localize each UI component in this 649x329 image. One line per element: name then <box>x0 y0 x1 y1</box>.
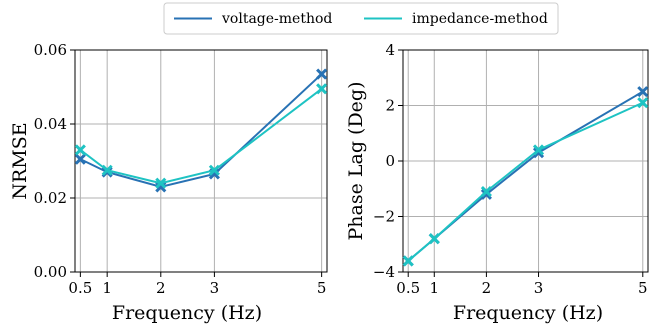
legend-label-impedance: impedance-method <box>412 11 548 27</box>
data-point-voltage-method <box>637 86 649 98</box>
y-tick-label: 0.06 <box>34 41 67 59</box>
plot-frame <box>74 49 328 273</box>
data-point-impedance-method <box>480 185 492 198</box>
data-point-voltage-method <box>480 188 492 200</box>
y-tick-label: 0.00 <box>34 263 67 281</box>
data-point-impedance-method <box>74 144 86 156</box>
x-tick-label: 1 <box>102 279 112 297</box>
data-point-voltage-method <box>316 68 328 80</box>
data-point-impedance-method <box>637 97 649 109</box>
nrmse-x-axis-label: Frequency (Hz) <box>112 302 262 324</box>
y-tick-label: 0.02 <box>34 189 67 207</box>
data-point-voltage-method <box>155 181 167 193</box>
series-line-impedance-method <box>79 88 323 185</box>
x-tick-label: 5 <box>638 279 648 297</box>
data-point-voltage-method <box>74 153 86 165</box>
x-tick-label: 2 <box>482 279 492 297</box>
x-tick-label: 3 <box>210 279 220 297</box>
data-point-voltage-method <box>532 147 545 159</box>
nrmse-y-axis-label: NRMSE <box>9 122 31 199</box>
series-line-voltage-method <box>407 90 644 262</box>
data-point-impedance-method <box>316 83 328 95</box>
x-tick-label: 0.5 <box>68 279 92 297</box>
y-tick-label: −2 <box>373 208 395 226</box>
legend: voltage-method impedance-method <box>163 2 559 35</box>
y-tick-label: 0.04 <box>34 115 67 133</box>
phase-lag-y-axis-label: Phase Lag (Deg) <box>345 82 367 241</box>
y-tick-label: 4 <box>385 41 395 59</box>
y-tick-label: −4 <box>373 263 395 281</box>
phase-lag-x-axis-label: Frequency (Hz) <box>453 302 603 324</box>
y-tick-label: 2 <box>385 97 395 115</box>
legend-label-voltage: voltage-method <box>221 11 332 27</box>
nrmse-plot: 0.5 1 2 3 5 0.00 0.02 0.04 0.06 <box>34 41 328 297</box>
data-point-impedance-method <box>155 177 167 189</box>
data-point-impedance-method <box>428 233 440 245</box>
series-line-impedance-method <box>407 101 644 262</box>
data-point-impedance-method <box>402 255 414 267</box>
x-tick-label: 3 <box>534 279 544 297</box>
x-tick-label: 0.5 <box>396 279 420 297</box>
data-point-impedance-method <box>101 164 113 176</box>
x-tick-label: 1 <box>430 279 440 297</box>
x-tick-label: 2 <box>156 279 166 297</box>
data-point-impedance-method <box>532 144 545 156</box>
series-line-voltage-method <box>79 73 323 188</box>
phase-lag-plot: 0.5 1 2 3 5 −4 −2 0 2 4 <box>373 41 649 297</box>
x-tick-label: 5 <box>317 279 327 297</box>
legend-box <box>163 2 559 35</box>
y-tick-label: 0 <box>385 152 395 170</box>
data-point-impedance-method <box>208 164 220 176</box>
